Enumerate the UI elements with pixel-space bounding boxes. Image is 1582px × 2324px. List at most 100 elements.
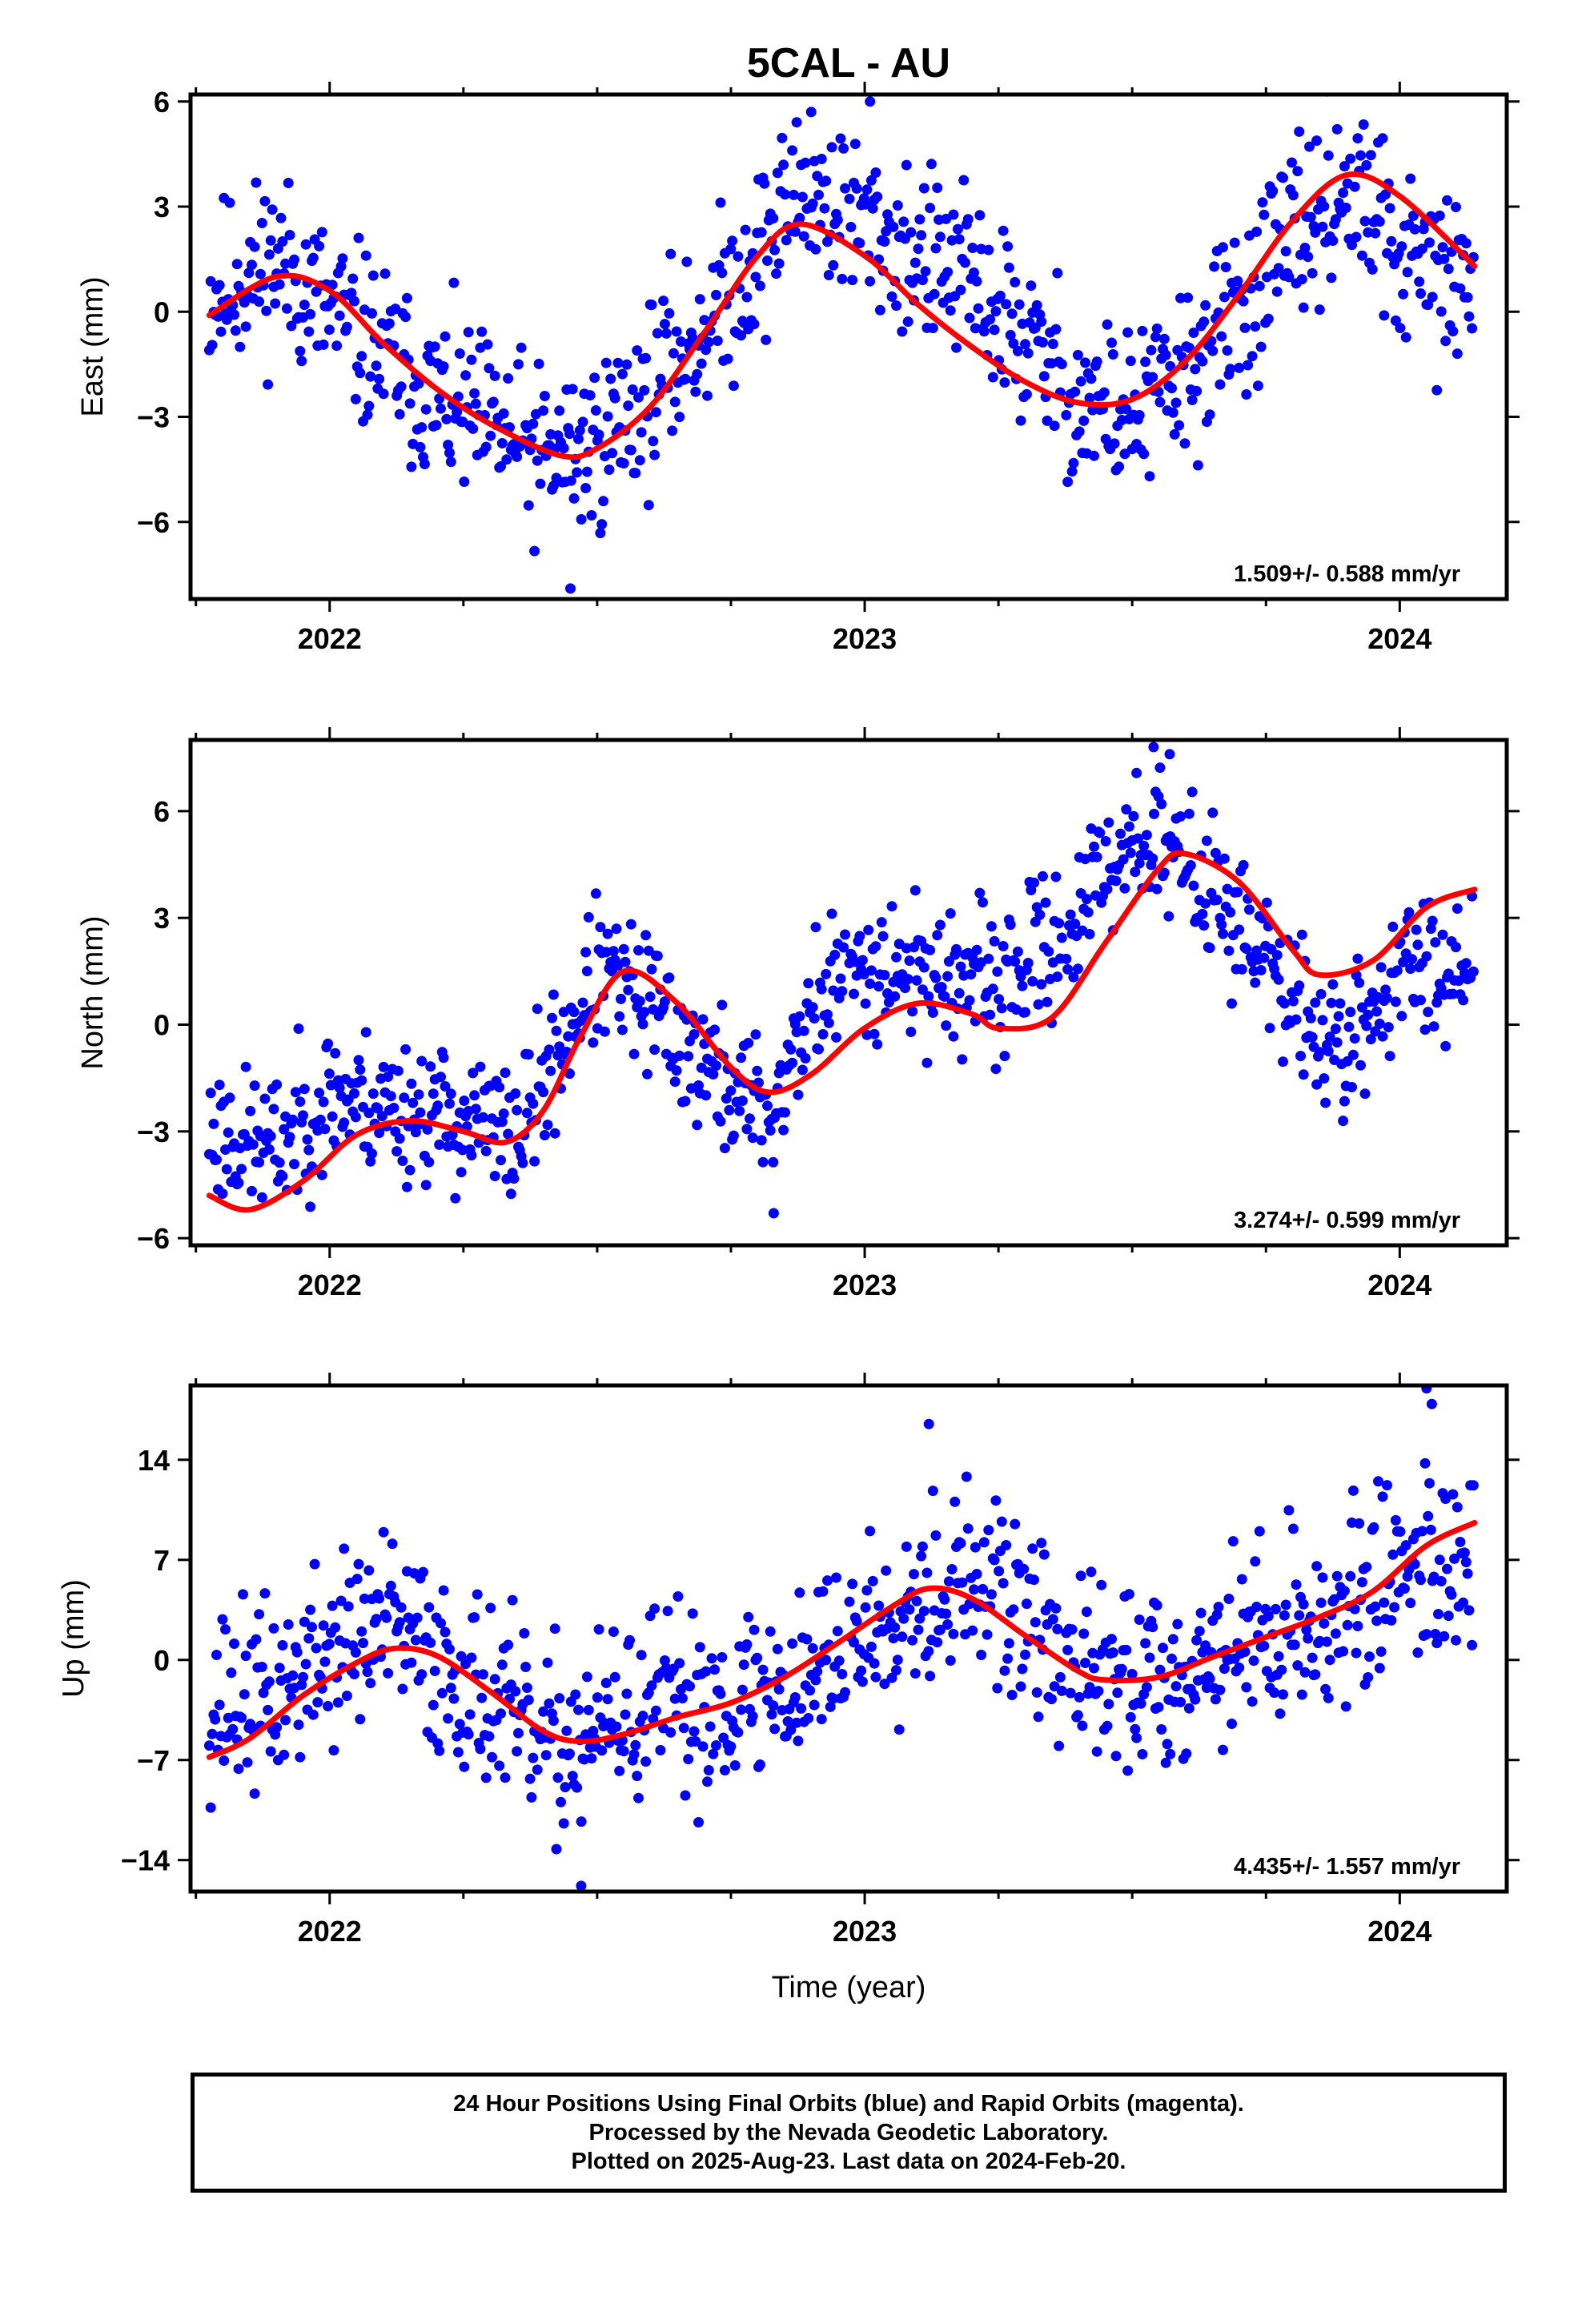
data-point: [1077, 1720, 1088, 1731]
data-point: [280, 258, 291, 269]
plot-frame-north: [188, 738, 1509, 1248]
data-point: [970, 323, 981, 334]
data-point: [762, 1100, 773, 1112]
y-tick-label: 0: [154, 1008, 170, 1041]
data-point: [1165, 1748, 1176, 1759]
data-point: [633, 1792, 644, 1803]
data-point: [263, 249, 275, 260]
data-point: [954, 987, 965, 999]
data-point: [1303, 1633, 1314, 1644]
data-point: [1065, 1687, 1076, 1699]
data-point: [1172, 1618, 1183, 1630]
data-point: [596, 519, 608, 530]
data-point: [1147, 372, 1158, 383]
data-point: [794, 1011, 805, 1022]
data-point: [1141, 1682, 1152, 1693]
data-point: [844, 193, 855, 204]
data-point: [424, 1156, 435, 1168]
data-point: [999, 377, 1010, 388]
data-point: [302, 1134, 313, 1145]
data-point: [243, 267, 255, 279]
y-tick-label: −14: [121, 1844, 170, 1877]
data-point: [404, 398, 416, 409]
data-point: [1323, 150, 1334, 161]
data-point: [771, 268, 781, 279]
data-point: [1333, 1011, 1344, 1022]
data-point: [950, 1496, 961, 1507]
data-point: [208, 1118, 219, 1129]
data-point: [263, 1676, 275, 1687]
data-point: [567, 1771, 578, 1782]
data-point: [925, 203, 936, 214]
data-point: [274, 279, 285, 290]
data-point: [1430, 937, 1441, 948]
data-point: [263, 379, 274, 390]
data-point: [1468, 966, 1479, 977]
data-point: [971, 1569, 982, 1579]
data-point: [909, 1569, 919, 1580]
data-point: [470, 1104, 481, 1115]
data-point: [532, 1764, 543, 1775]
data-point: [595, 922, 606, 933]
data-point: [1451, 202, 1461, 212]
data-point: [737, 1684, 748, 1695]
data-point: [1431, 1638, 1443, 1649]
data-point: [229, 1638, 239, 1649]
data-point: [879, 1679, 890, 1690]
data-point: [295, 1096, 306, 1108]
data-point: [319, 1656, 331, 1667]
data-point: [440, 1081, 451, 1092]
data-point: [203, 1740, 215, 1751]
data-point: [568, 1007, 580, 1018]
data-point: [353, 1558, 364, 1570]
data-point: [1030, 1617, 1041, 1628]
data-point: [1147, 853, 1158, 864]
data-point: [277, 236, 288, 247]
data-point: [674, 412, 685, 423]
data-point: [563, 1031, 574, 1042]
data-point-outlier: [565, 583, 576, 594]
data-point: [768, 1700, 779, 1711]
data-point: [1038, 870, 1048, 882]
data-point: [385, 1580, 396, 1591]
data-point: [1259, 952, 1270, 963]
data-point: [388, 1103, 400, 1113]
data-point: [1421, 951, 1432, 962]
data-point: [1323, 1046, 1334, 1057]
data-point: [930, 972, 942, 983]
data-point: [224, 197, 235, 208]
data-point: [1330, 1628, 1341, 1639]
data-point: [496, 1155, 506, 1166]
data-point: [954, 234, 965, 245]
data-point: [363, 1108, 375, 1119]
data-point: [1052, 267, 1063, 279]
data-point: [240, 1061, 251, 1072]
data-point: [328, 1745, 339, 1756]
data-point: [528, 1098, 539, 1109]
data-point: [286, 320, 297, 332]
data-point: [828, 985, 839, 996]
data-point: [441, 413, 452, 424]
data-point: [889, 991, 901, 1002]
data-point: [1238, 296, 1249, 307]
data-point: [904, 1604, 915, 1615]
data-point: [689, 1029, 700, 1039]
data-point: [879, 970, 890, 981]
data-point: [432, 1100, 444, 1112]
data-point: [251, 1634, 262, 1645]
data-point: [665, 248, 677, 259]
data-point: [1090, 890, 1101, 901]
data-point: [1271, 950, 1283, 961]
data-point: [1452, 348, 1463, 360]
data-point: [1307, 1652, 1318, 1663]
data-point: [1327, 979, 1339, 990]
data-point: [564, 428, 575, 440]
data-point: [332, 1697, 343, 1708]
data-point: [207, 1728, 218, 1739]
data-point: [397, 1156, 408, 1166]
data-point: [287, 1114, 299, 1125]
y-tick-label: −3: [137, 1116, 170, 1148]
data-point: [762, 255, 773, 266]
data-point-outlier: [576, 1880, 587, 1892]
data-point: [1399, 1583, 1410, 1594]
